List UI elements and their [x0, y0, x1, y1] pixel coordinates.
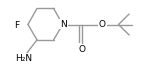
Text: F: F	[14, 21, 19, 30]
Text: H₂N: H₂N	[15, 54, 32, 63]
Text: N: N	[60, 20, 67, 29]
Text: O: O	[99, 20, 106, 29]
Text: O: O	[78, 45, 85, 53]
